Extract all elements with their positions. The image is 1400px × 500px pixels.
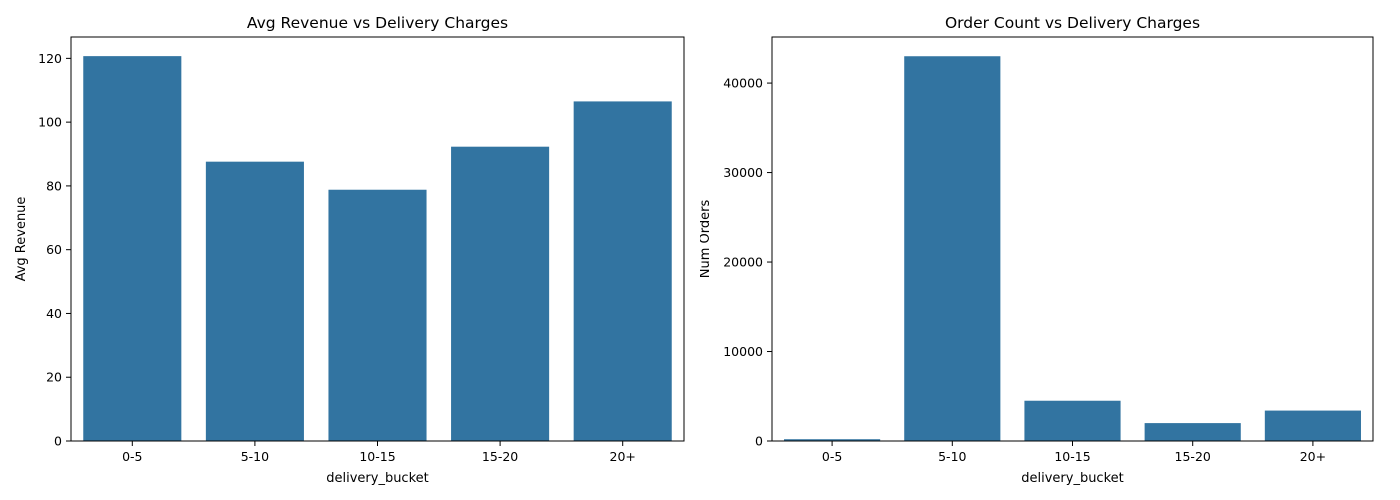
avg-revenue-x-tick-label: 10-15 [359, 449, 395, 464]
order-count-y-axis-label: Num Orders [700, 200, 713, 279]
order-count-y-tick-label: 40000 [723, 76, 763, 91]
avg-revenue-y-tick-label: 40 [46, 306, 62, 321]
avg-revenue-y-tick-label: 0 [54, 434, 62, 449]
order-count-x-tick-label: 0-5 [822, 449, 842, 464]
order-count-x-axis-label: delivery_bucket [1021, 471, 1124, 486]
avg-revenue-bar-0-5 [83, 56, 182, 442]
avg-revenue-x-tick-label: 15-20 [482, 449, 518, 464]
order-count-bar-10-15 [1024, 400, 1121, 441]
avg-revenue-y-axis-label: Avg Revenue [14, 197, 29, 282]
order-count-y-tick-label: 20000 [723, 255, 763, 270]
order-count-x-tick-label: 10-15 [1054, 449, 1090, 464]
avg-revenue-y-tick-label: 60 [46, 242, 62, 257]
order-count-y-tick-label: 30000 [723, 165, 763, 180]
order-count-y-tick-label: 10000 [723, 344, 763, 359]
avg-revenue-bar-20+ [573, 101, 672, 442]
avg-revenue-bar-15-20 [451, 146, 550, 441]
avg-revenue-bar-5-10 [205, 161, 304, 442]
order-count-x-tick-label: 20+ [1300, 449, 1326, 464]
avg-revenue-y-tick-label: 80 [46, 178, 62, 193]
avg-revenue-x-tick-label: 5-10 [241, 449, 269, 464]
order-count-x-tick-label: 5-10 [938, 449, 966, 464]
order-count-bar-0-5 [784, 439, 881, 441]
order-count-bar-15-20 [1144, 423, 1241, 441]
order-count-y-tick-label: 0 [755, 434, 763, 449]
avg-revenue-x-tick-label: 0-5 [122, 449, 142, 464]
avg-revenue-y-tick-label: 120 [38, 51, 62, 66]
avg-revenue-chart: 0-5 5-10 10-15 15-20 20+ 0 20 40 60 80 100 120 Avg R… [14, 14, 685, 486]
order-count-bar-20+ [1264, 410, 1361, 441]
avg-revenue-x-tick-label: 20+ [610, 449, 636, 464]
order-count-title: Order Count vs Delivery Charges [945, 14, 1200, 32]
order-count-bar-5-10 [904, 56, 1001, 441]
avg-revenue-bar-10-15 [328, 189, 427, 441]
order-count-plot-frame [771, 36, 1374, 442]
avg-revenue-y-tick-label: 20 [46, 370, 62, 385]
order-count-x-tick-label: 15-20 [1175, 449, 1211, 464]
avg-revenue-x-axis-label: delivery_bucket [326, 471, 429, 486]
order-count-chart: 0-5 5-10 10-15 15-20 20+ 0 10000 20000 30000 4000… [700, 14, 1374, 486]
avg-revenue-title: Avg Revenue vs Delivery Charges [247, 14, 508, 32]
avg-revenue-y-tick-label: 100 [38, 115, 62, 130]
